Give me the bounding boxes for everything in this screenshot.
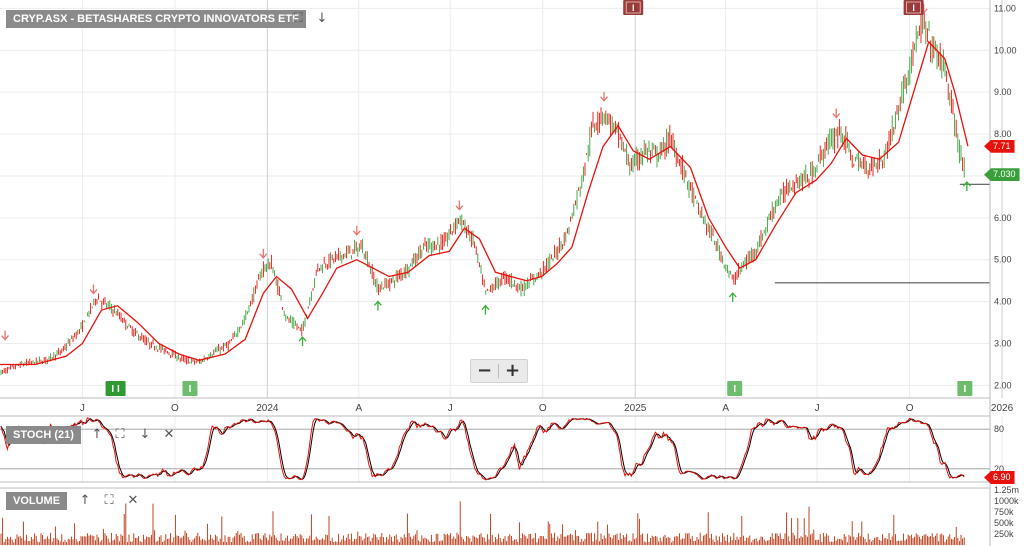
stoch-tick-label: 20: [994, 464, 1004, 474]
date-tick-label: J: [448, 403, 453, 414]
last-price-tag: 7.030: [984, 168, 1020, 182]
arrow-head: [962, 181, 971, 187]
date-tick-label: 2024: [256, 403, 279, 414]
arrow-head: [832, 113, 841, 119]
buy-arrow: [728, 292, 737, 303]
price-tick-label: 5.00: [994, 255, 1012, 265]
event-marker-box: [182, 381, 198, 396]
buy-arrow: [962, 181, 971, 192]
event-marker-box: [957, 381, 973, 396]
arrow-head: [600, 96, 609, 102]
arrow-head: [728, 292, 737, 298]
close-icon[interactable]: ✕: [163, 427, 175, 442]
dividend-marker-box: [623, 0, 644, 15]
fullscreen-icon[interactable]: ⛶: [293, 11, 303, 26]
arrow-head: [352, 230, 361, 236]
arrow-head: [373, 300, 382, 306]
dividend-marker: I: [903, 0, 924, 15]
arrow-down-icon[interactable]: ↓: [139, 427, 151, 442]
price-panel-title: CRYP.ASX - BETASHARES CRYPTO INNOVATORS …: [6, 10, 306, 28]
stoch-value-tag: 6.90: [984, 470, 1015, 484]
stoch-panel: 80 20: [0, 417, 1004, 481]
event-marker-label: I: [733, 384, 736, 395]
date-tick-label: O: [539, 403, 547, 414]
date-tick-label: O: [906, 403, 914, 414]
date-tick-label: J: [80, 403, 85, 414]
sell-arrow: [600, 91, 609, 102]
arrow-down-icon[interactable]: ↓: [316, 11, 328, 26]
sell-arrow: [1, 330, 10, 341]
date-tick-label: A: [355, 403, 362, 414]
date-tick-label: A: [722, 403, 729, 414]
buy-arrow: [373, 300, 382, 311]
arrow-head: [1, 335, 10, 341]
volume-tick-label: 250k: [994, 529, 1014, 539]
stoch-k-line: [0, 417, 965, 481]
volume-tick-label: 750k: [994, 507, 1014, 517]
arrow-up-icon[interactable]: ↑: [79, 493, 91, 508]
price-tick-label: 11.00: [994, 3, 1016, 13]
zoom-control: − +: [470, 359, 528, 383]
fullscreen-icon[interactable]: ⛶: [115, 427, 125, 442]
event-marker: I: [957, 381, 973, 396]
date-tick-label: 2025: [624, 403, 647, 414]
sell-arrow: [455, 200, 464, 211]
arrow-head: [298, 336, 307, 342]
price-tick-label: 8.00: [994, 129, 1012, 139]
price-panel: I I I I I I I: [0, 0, 990, 396]
dividend-marker-label: I: [632, 3, 635, 13]
volume-panel-title: VOLUME: [6, 492, 68, 510]
price-tick-label: 2.00: [994, 380, 1012, 390]
fullscreen-icon[interactable]: ⛶: [104, 493, 114, 508]
event-marker-box: [727, 381, 743, 396]
buy-arrow: [298, 336, 307, 347]
date-tick-label: O: [171, 403, 179, 414]
arrow-head: [259, 253, 268, 259]
price-tick-label: 3.00: [994, 339, 1012, 349]
price-tick-label: 10.00: [994, 45, 1017, 55]
dividend-marker: I: [623, 0, 644, 15]
event-marker-box: [105, 381, 126, 396]
close-icon[interactable]: ✕: [127, 493, 139, 508]
event-marker-label: I: [189, 384, 192, 395]
event-marker: I: [182, 381, 198, 396]
event-marker-label: I I: [111, 384, 120, 395]
sell-arrow: [259, 248, 268, 259]
grid: [0, 0, 1003, 482]
arrow-head: [481, 304, 490, 311]
sell-arrow: [352, 225, 361, 236]
dividend-marker-inner: [906, 1, 922, 14]
stoch-tick-label: 80: [994, 424, 1004, 434]
volume-tick-label: 500k: [994, 518, 1014, 528]
sell-arrow: [89, 284, 98, 295]
sma-line: [0, 40, 969, 366]
sell-arrow: [832, 108, 841, 119]
buy-arrow: [481, 304, 490, 315]
event-marker: I: [727, 381, 743, 396]
arrow-head: [89, 289, 98, 295]
stoch-panel-title: STOCH (21): [6, 426, 81, 444]
dividend-marker-inner: [625, 1, 641, 14]
zoom-in-button[interactable]: +: [504, 360, 521, 381]
price-tick-label: 4.00: [994, 297, 1012, 307]
price-tick-label: 6.00: [994, 213, 1012, 223]
event-marker: I I: [105, 381, 126, 396]
volume-tick-label: 1.25m: [994, 485, 1019, 495]
sma-price-tag: 7.71: [984, 139, 1015, 153]
date-tick-label: 2026: [991, 403, 1014, 414]
zoom-out-button[interactable]: −: [476, 360, 493, 381]
arrow-head: [455, 205, 464, 211]
dividend-marker-box: [903, 0, 924, 15]
volume-tick-label: 1000k: [994, 496, 1019, 506]
arrow-up-icon[interactable]: ↑: [91, 427, 103, 442]
date-tick-label: J: [815, 403, 820, 414]
zoom-divider: [498, 364, 499, 378]
dividend-marker-label: I: [912, 3, 915, 13]
price-tick-label: 9.00: [994, 87, 1012, 97]
event-marker-label: I: [963, 384, 966, 395]
